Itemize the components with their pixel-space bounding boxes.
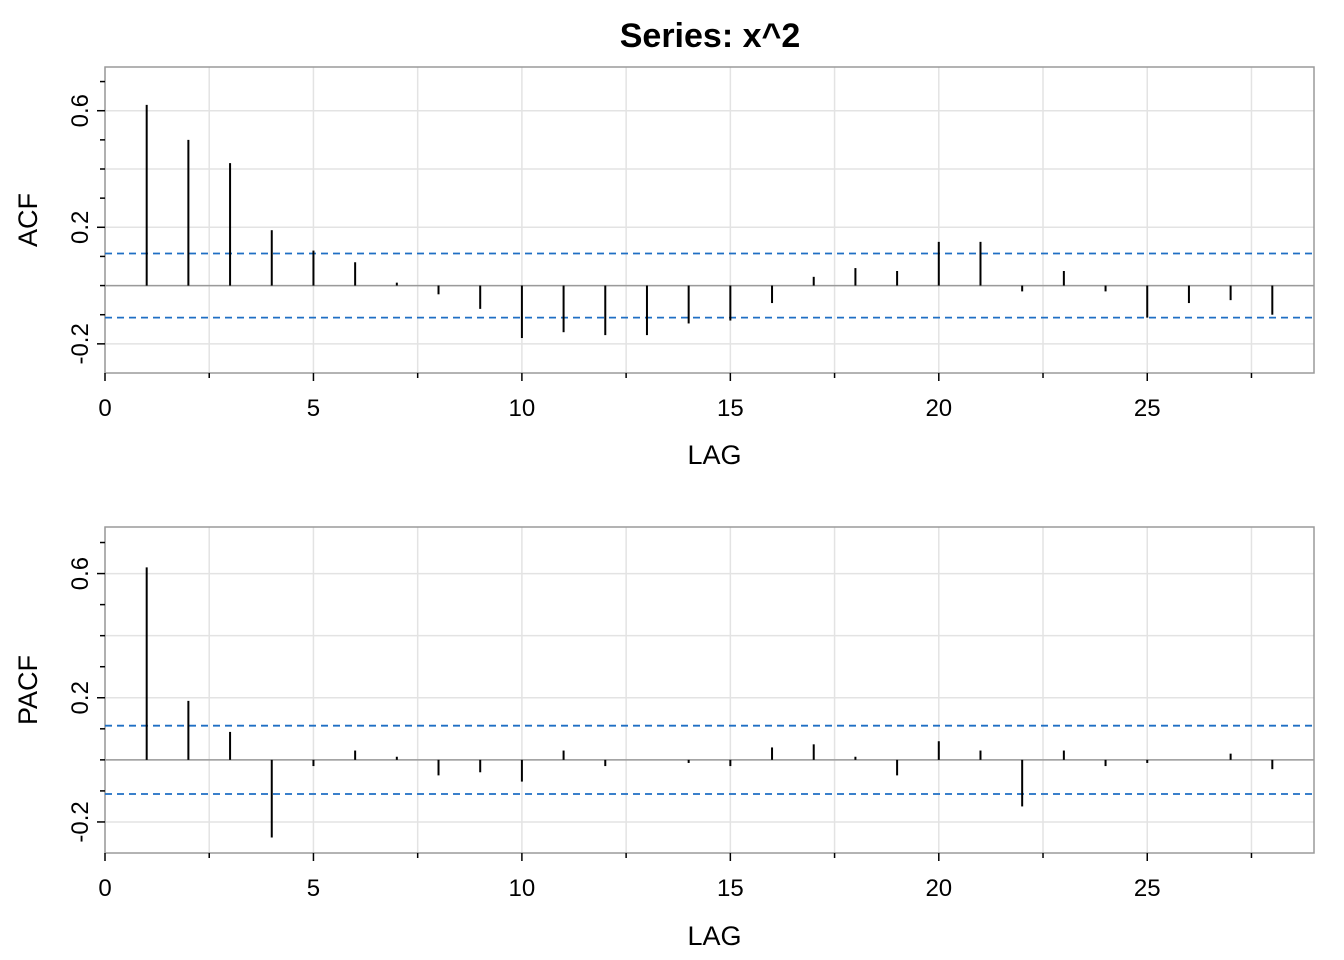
x-axis-title: LAG bbox=[687, 921, 741, 951]
x-tick-label: 5 bbox=[307, 875, 320, 902]
x-tick-label: 25 bbox=[1134, 875, 1161, 902]
x-tick-label: 15 bbox=[717, 875, 744, 902]
x-axis-title: LAG bbox=[687, 440, 741, 470]
x-tick-label: 10 bbox=[509, 875, 536, 902]
x-tick-label: 0 bbox=[98, 875, 111, 902]
x-tick-label: 20 bbox=[925, 395, 952, 422]
x-tick-label: 5 bbox=[307, 395, 320, 422]
acf-panel: 0 5 10 15 20 25 -0.2 0.2 0.6 LAG ACF bbox=[13, 66, 1315, 470]
chart-title: Series: x^2 bbox=[620, 17, 801, 55]
x-tick-label: 15 bbox=[717, 395, 744, 422]
y-tick-label: 0.6 bbox=[67, 94, 94, 127]
y-axis-title: PACF bbox=[13, 655, 43, 725]
y-tick-label: 0.6 bbox=[67, 557, 94, 590]
x-tick-label: 0 bbox=[98, 395, 111, 422]
x-tick-label: 25 bbox=[1134, 395, 1161, 422]
plot-frame bbox=[104, 66, 1315, 374]
y-tick-label: -0.2 bbox=[67, 801, 94, 842]
y-tick-label: 0.2 bbox=[67, 211, 94, 244]
x-tick-label: 10 bbox=[509, 395, 536, 422]
x-tick-label: 20 bbox=[925, 875, 952, 902]
plot-frame bbox=[104, 526, 1315, 854]
y-tick-label: 0.2 bbox=[67, 681, 94, 714]
pacf-panel: 0 5 10 15 20 25 -0.2 0.2 0.6 LAG PACF bbox=[13, 526, 1315, 951]
y-tick-label: -0.2 bbox=[67, 323, 94, 364]
y-axis-title: ACF bbox=[13, 193, 43, 247]
